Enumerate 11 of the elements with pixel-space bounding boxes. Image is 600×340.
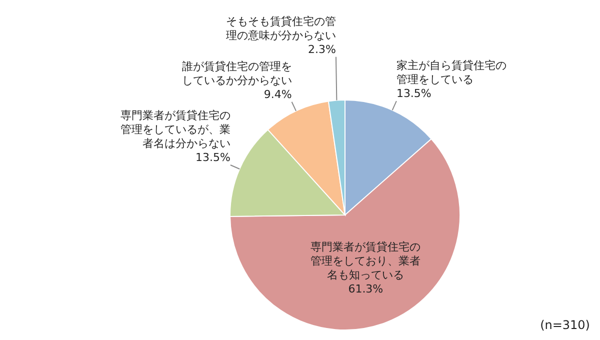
slice-label: 誰が賃貸住宅の管理をしているか分からない bbox=[182, 60, 292, 87]
data-label: 13.5% bbox=[195, 150, 230, 164]
data-label: 61.3% bbox=[348, 282, 384, 296]
text: (n=310) bbox=[540, 318, 590, 332]
slice-label: 専門業者が賃貸住宅の管理をしているが、業者名は分からない bbox=[120, 108, 230, 150]
data-label: 9.4% bbox=[264, 88, 292, 101]
data-label: 2.3% bbox=[308, 42, 336, 56]
slice-label: そもそも賃貸住宅の管理の意味が分からない bbox=[226, 14, 336, 42]
slice-label: 専門業者が賃貸住宅の管理をしており、業者名も知っている bbox=[310, 240, 421, 282]
data-label: 13.5% bbox=[396, 87, 432, 100]
slice-label: 家主が自ら賃貸住宅の管理をしている bbox=[396, 59, 506, 86]
